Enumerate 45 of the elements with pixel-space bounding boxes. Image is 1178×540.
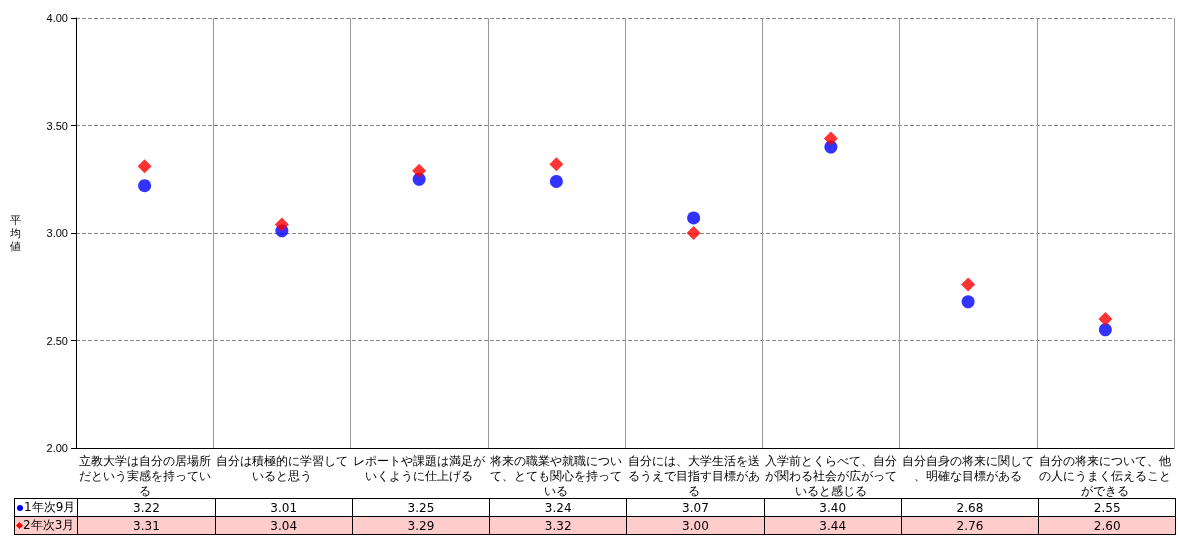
data-label: 3.04 bbox=[215, 516, 353, 535]
legend-label: 1年次9月 bbox=[14, 498, 78, 517]
data-label: 2.55 bbox=[1038, 498, 1176, 517]
data-label: 3.07 bbox=[626, 498, 765, 517]
x-tick-label: 自分には、大学生活を送るうえで目指す目標がある bbox=[627, 453, 760, 498]
point bbox=[823, 131, 838, 146]
x-tick-label: 自分は積極的に学習していると思う bbox=[215, 453, 348, 483]
x-tick-label: 自分の将来について、他の人にうまく伝えることができる bbox=[1039, 453, 1172, 498]
x-tick-label: 入学前とくらべて、自分が関わる社会が広がっていると感じる bbox=[764, 453, 897, 498]
y-axis-title: 平均値 bbox=[9, 214, 21, 252]
data-label: 3.44 bbox=[764, 516, 902, 535]
data-label: 3.25 bbox=[352, 498, 490, 517]
y-tick-label: 3.00 bbox=[46, 227, 68, 239]
point bbox=[137, 159, 152, 174]
x-tick-label: レポートや課題は満足がいくように仕上げる bbox=[353, 453, 487, 483]
y-tick-label: 2.00 bbox=[46, 442, 68, 454]
point bbox=[961, 277, 976, 292]
legend-label: 2年次3月 bbox=[14, 516, 78, 535]
y-tick-label: 2.50 bbox=[46, 334, 68, 347]
point bbox=[138, 179, 152, 193]
point bbox=[687, 211, 701, 225]
data-label: 2.60 bbox=[1038, 516, 1176, 535]
data-label: 2.68 bbox=[901, 498, 1039, 517]
point bbox=[686, 226, 701, 240]
data-label: 3.31 bbox=[77, 516, 216, 535]
x-tick-label: 将来の職業や就職について、とても関心を持っている bbox=[489, 453, 623, 498]
point bbox=[549, 157, 564, 172]
data-label: 3.40 bbox=[764, 498, 902, 517]
data-label: 2.76 bbox=[901, 516, 1039, 535]
data-label: 3.22 bbox=[77, 498, 216, 517]
point bbox=[274, 217, 289, 232]
data-label: 3.00 bbox=[626, 516, 765, 535]
point bbox=[549, 174, 563, 188]
data-label: 3.29 bbox=[352, 516, 490, 535]
point bbox=[1098, 323, 1112, 337]
data-label: 3.01 bbox=[215, 498, 353, 517]
x-tick-label: 自分自身の将来に関して、明確な目標がある bbox=[902, 453, 1035, 483]
point bbox=[1098, 312, 1113, 326]
data-label: 3.32 bbox=[489, 516, 627, 535]
point bbox=[412, 163, 427, 178]
data-label: 3.24 bbox=[489, 498, 627, 517]
x-tick-label: 立教大学は自分の居場所だという実感を持っている bbox=[78, 453, 211, 498]
point bbox=[961, 295, 975, 309]
y-tick-label: 3.50 bbox=[46, 119, 68, 132]
y-tick-label: 4.00 bbox=[46, 12, 68, 24]
